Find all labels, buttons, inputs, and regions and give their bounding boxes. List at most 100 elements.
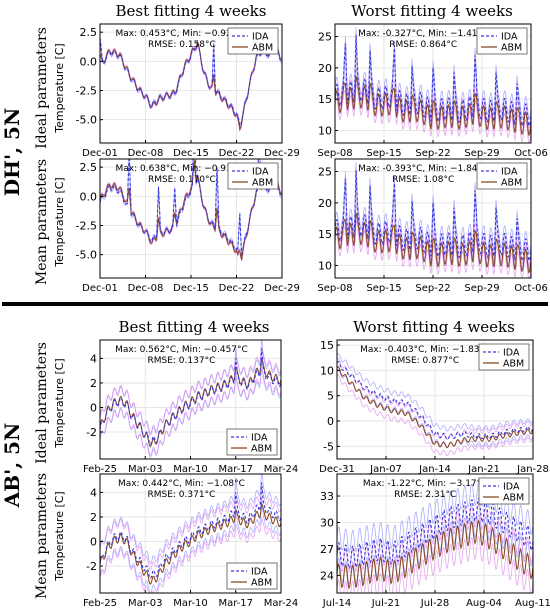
column-title-best-bottom: Best fitting 4 weeks <box>119 318 270 336</box>
legend-box <box>226 562 278 590</box>
row-label-ab-ideal: Ideal parameters <box>34 342 50 464</box>
legend-label-ida: IDA <box>252 32 269 43</box>
series-ida-line <box>100 348 281 446</box>
series-ida-line <box>100 159 282 257</box>
stats-annotation: RMSE: 0.137°C <box>148 356 216 366</box>
y-tick-label: 2 <box>90 511 97 524</box>
band-ida-upper <box>100 474 281 565</box>
x-tick-label: Sep-15 <box>366 148 401 159</box>
plot-area <box>335 27 531 143</box>
y-tick-label: 30 <box>320 516 334 529</box>
panel-6: -5 0 5 10 15 Dec-31 Jan-07 Jan-14 Jan-21 Jan-28 Ma… <box>319 339 549 475</box>
y-tick-label: 2 <box>90 377 97 390</box>
x-tick-label: Feb-25 <box>83 598 117 609</box>
x-tick-label: Oct-06 <box>514 148 548 159</box>
legend-label-ida: IDA <box>503 482 520 493</box>
plot-area <box>337 353 533 457</box>
band-abm-lower <box>337 374 533 457</box>
plot-area <box>335 162 531 278</box>
x-tick-label: Dec-08 <box>128 148 164 159</box>
stats-annotation: RMSE: 0.864°C <box>389 40 457 50</box>
x-tick-label: Dec-01 <box>82 148 118 159</box>
ylabel-dh-mean: Temperature [C] <box>53 177 66 267</box>
y-tick-label: 25 <box>318 31 332 44</box>
series-ida-line <box>337 498 533 569</box>
y-tick-label: -5.0 <box>76 114 97 127</box>
y-tick-label: 20 <box>318 62 332 75</box>
legend-box <box>476 27 528 55</box>
x-tick-label: Aug-11 <box>515 598 550 609</box>
legend-label-abm: ABM <box>252 178 273 189</box>
y-tick-label: 4 <box>90 486 97 499</box>
band-abm-upper <box>100 487 281 570</box>
stats-annotation: Max: 0.638°C, Min: −0.935°C <box>116 164 249 174</box>
legend-label-abm: ABM <box>503 359 524 370</box>
x-tick-label: Mar-03 <box>128 464 163 475</box>
column-title-worst-top: Worst fitting 4 weeks <box>351 2 513 20</box>
series-abm-line <box>337 519 533 590</box>
y-tick-label: 33 <box>320 490 334 503</box>
panel-5: -2 0 2 4 Feb-25 Mar-03 Mar-10 Mar-17 Mar-24 Max: … <box>83 339 298 475</box>
band-ida-upper <box>335 162 531 254</box>
column-title-worst-bottom: Worst fitting 4 weeks <box>353 318 515 336</box>
x-tick-label: Dec-29 <box>264 148 300 159</box>
x-tick-label: Jul-28 <box>420 598 449 609</box>
legend-label-abm: ABM <box>252 43 273 54</box>
group-label-dh: DH', 5N <box>0 108 24 197</box>
series-ida-line <box>100 482 281 580</box>
panel-7: -2 0 2 4 Feb-25 Mar-03 Mar-10 Mar-17 Mar-24 Max: … <box>83 473 298 609</box>
legend-box <box>227 162 279 190</box>
y-tick-label: 20 <box>318 197 332 210</box>
x-tick-label: Dec-22 <box>219 148 255 159</box>
y-tick-label: -5 <box>323 440 334 453</box>
legend-label-ida: IDA <box>503 348 520 359</box>
x-tick-label: Jul-21 <box>371 598 400 609</box>
ylabel-ab-ideal: Temperature [C] <box>53 358 66 448</box>
x-tick-label: Aug-04 <box>466 598 502 609</box>
stats-annotation: Max: -1.22°C, Min: −3.17°C <box>363 479 488 489</box>
panel-3: -5.0 -2.5 0.0 2.5 Dec-01 Dec-08 Dec-15 Dec-22 De… <box>76 158 300 294</box>
stats-annotation: RMSE: 0.170°C <box>148 175 216 185</box>
band-ida-lower <box>100 497 281 593</box>
y-tick-label: 10 <box>320 364 334 377</box>
y-tick-label: 0 <box>90 535 97 548</box>
panel-8: 24 27 30 33 Jul-14 Jul-21 Jul-28 Aug-04 Aug-11 Ma… <box>320 473 550 609</box>
band-ida-lower <box>337 369 533 448</box>
y-tick-label: 15 <box>318 228 332 241</box>
x-tick-label: Oct-06 <box>514 283 548 294</box>
x-tick-label: Mar-10 <box>173 598 208 609</box>
legend-label-abm: ABM <box>501 43 522 54</box>
panels: -5.0 -2.5 0.0 2.5 Dec-01 Dec-08 Dec-15 Dec-22 De… <box>76 23 550 609</box>
band-abm-upper <box>337 358 533 440</box>
y-tick-label: 0 <box>327 415 334 428</box>
series-ida-line <box>335 34 531 127</box>
legend-box <box>226 428 278 456</box>
y-tick-label: 0 <box>90 401 97 414</box>
row-label-dh-ideal: Ideal parameters <box>34 27 50 149</box>
x-tick-label: Dec-08 <box>128 283 164 294</box>
legend-label-ida: IDA <box>251 433 268 444</box>
x-tick-label: Mar-17 <box>218 464 253 475</box>
stats-annotation: Max: -0.393°C, Min: −1.84°C <box>358 164 488 174</box>
band-abm-lower <box>337 535 533 593</box>
x-tick-label: Sep-08 <box>317 148 352 159</box>
x-tick-label: Jul-14 <box>322 598 351 609</box>
y-tick-label: 27 <box>320 543 334 556</box>
x-tick-label: Jan-21 <box>467 464 500 475</box>
plot-area <box>100 36 282 133</box>
x-tick-label: Sep-29 <box>464 148 499 159</box>
stats-annotation: RMSE: 1.08°C <box>392 175 454 185</box>
legend-label-ida: IDA <box>251 567 268 578</box>
series-ida-line <box>100 37 282 127</box>
stats-annotation: Max: 0.442°C, Min: −1.08°C <box>118 479 245 489</box>
y-tick-label: -2 <box>86 560 97 573</box>
panel-4: 10 15 20 25 Sep-08 Sep-15 Sep-22 Sep-29 Oct-06 Ma… <box>317 158 548 294</box>
y-tick-label: 10 <box>318 124 332 137</box>
group-label-ab: AB', 5N <box>0 423 24 509</box>
y-tick-label: 2.5 <box>80 161 98 174</box>
stats-annotation: Max: -0.327°C, Min: −1.41°C <box>358 29 488 39</box>
x-tick-label: Dec-15 <box>173 148 209 159</box>
